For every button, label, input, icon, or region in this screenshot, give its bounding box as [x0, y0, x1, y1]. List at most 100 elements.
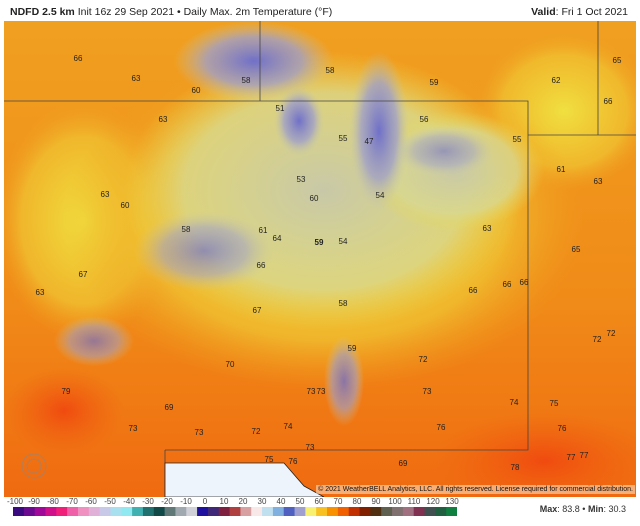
mexico-region: [164, 462, 325, 497]
colorbar-segment: [316, 507, 328, 516]
temperature-label: 60: [192, 86, 201, 95]
temperature-label: 77: [567, 453, 576, 462]
colorbar-tick: -20: [161, 497, 173, 506]
temperature-label: 70: [226, 360, 235, 369]
colorbar-tick: 10: [219, 497, 229, 506]
temperature-label: 74: [284, 422, 293, 431]
colorbar-segment: [45, 507, 57, 516]
temperature-label: 73: [129, 424, 138, 433]
temperature-label: 63: [483, 224, 492, 233]
temperature-label: 73: [195, 428, 204, 437]
colorbar-segment: [142, 507, 155, 516]
temperature-label: 75: [550, 399, 559, 408]
colorbar-segment: [262, 507, 274, 516]
colorbar-segment: [381, 507, 393, 516]
temperature-label: 66: [257, 261, 266, 270]
temperature-label: 64: [273, 234, 282, 243]
temperature-label: 54: [376, 191, 385, 200]
colorbar-segment: [153, 507, 166, 516]
temperature-label: 56: [420, 115, 429, 124]
colorbar-segment: [132, 507, 144, 516]
colorbar-segment: [13, 507, 25, 516]
colorbar-tick: -50: [104, 497, 116, 506]
valid-label: Valid: [531, 6, 556, 18]
colorbar-segment: [77, 507, 90, 516]
colorbar-tick: 70: [333, 497, 343, 506]
temperature-label: 63: [132, 74, 141, 83]
temperature-label: 47: [365, 137, 374, 146]
temperature-label: 76: [558, 424, 567, 433]
colorbar-segment: [283, 507, 296, 516]
temperature-label: 61: [259, 226, 268, 235]
colorbar-tick: -100: [6, 497, 24, 506]
temperature-label: 63: [594, 177, 603, 186]
colorbar-segment: [175, 507, 187, 516]
colorbar-tick: -90: [28, 497, 40, 506]
colorbar-segment: [186, 507, 198, 516]
colorbar-segment: [251, 507, 263, 516]
temperature-label: 69: [165, 403, 174, 412]
temperature-label: 66: [520, 278, 529, 287]
colorbar: [13, 507, 457, 516]
colorbar-segment: [327, 507, 339, 516]
valid-value: Fri 1 Oct 2021: [561, 6, 628, 18]
temperature-label: 67: [79, 270, 88, 279]
colorbar-segment: [197, 507, 209, 516]
temperature-labels: 66 63 58 58 60 59 62 65 66 51 63 56 55 47 55 61 63 53 60 54…: [36, 54, 622, 472]
temperature-label: 72: [419, 355, 428, 364]
colorbar-segment: [370, 507, 382, 516]
colorbar-segment: [110, 507, 122, 516]
colorbar-ticks: -100 -90 -80 -70 -60 -50 -40 -30 -20 -10 0 10 20 30 40…: [5, 497, 465, 507]
temperature-label: 69: [399, 459, 408, 468]
separator: •: [582, 504, 586, 514]
temperature-label: 66: [74, 54, 83, 63]
temperature-label: 51: [276, 104, 285, 113]
temperature-label: 77: [580, 451, 589, 460]
colorbar-tick: -60: [85, 497, 97, 506]
map-stats: Max: 83.8 • Min: 30.3: [539, 504, 626, 514]
temperature-label: 58: [326, 66, 335, 75]
colorbar-tick: 0: [202, 497, 208, 506]
separator: •: [176, 6, 181, 18]
colorbar-tick: 20: [238, 497, 248, 506]
temperature-label: 59: [315, 238, 324, 247]
temperature-label: 73: [423, 387, 432, 396]
temperature-label: 79: [62, 387, 71, 396]
temperature-label: 58: [339, 299, 348, 308]
temperature-map: 66 63 58 58 60 59 62 65 66 51 63 56 55 47 55 61 63 53 60 54…: [4, 21, 636, 497]
colorbar-tick: 100: [388, 497, 402, 506]
temperature-label: 55: [339, 134, 348, 143]
max-label: Max: [539, 504, 558, 514]
temperature-label: 59: [348, 344, 357, 353]
colorbar-tick: 130: [445, 497, 459, 506]
colorbar-segment: [164, 507, 176, 516]
valid-time: Valid: Fri 1 Oct 2021: [531, 6, 628, 18]
temperature-label: 61: [557, 165, 566, 174]
temperature-label: 72: [593, 335, 602, 344]
temperature-label: 66: [503, 280, 512, 289]
temperature-label: 63: [101, 190, 110, 199]
colorbar-segment: [34, 507, 46, 516]
colorbar-segment: [348, 507, 361, 516]
colorbar-tick: -40: [123, 497, 135, 506]
colorbar-segment: [392, 507, 404, 516]
temperature-label: 65: [572, 245, 581, 254]
temperature-label: 66: [469, 286, 478, 295]
temperature-label: 76: [437, 423, 446, 432]
weatherbell-logo: [21, 453, 47, 479]
max-value: 83.8: [562, 504, 580, 514]
temperature-label: 58: [182, 225, 191, 234]
temperature-label: 55: [513, 135, 522, 144]
init-time: Init 16z 29 Sep 2021: [77, 6, 175, 18]
min-label: Min: [587, 504, 604, 514]
colorbar-segment: [435, 507, 447, 516]
colorbar-segment: [207, 507, 220, 516]
colorbar-segment: [88, 507, 101, 516]
colorbar-segment: [99, 507, 111, 516]
temperature-label: 63: [159, 115, 168, 124]
temperature-label: 53: [297, 175, 306, 184]
temperature-label: 66: [604, 97, 613, 106]
colorbar-segment: [359, 507, 371, 516]
temperature-field: [4, 21, 636, 497]
copyright-notice: © 2021 WeatherBELL Analytics, LLC. All r…: [316, 485, 635, 494]
